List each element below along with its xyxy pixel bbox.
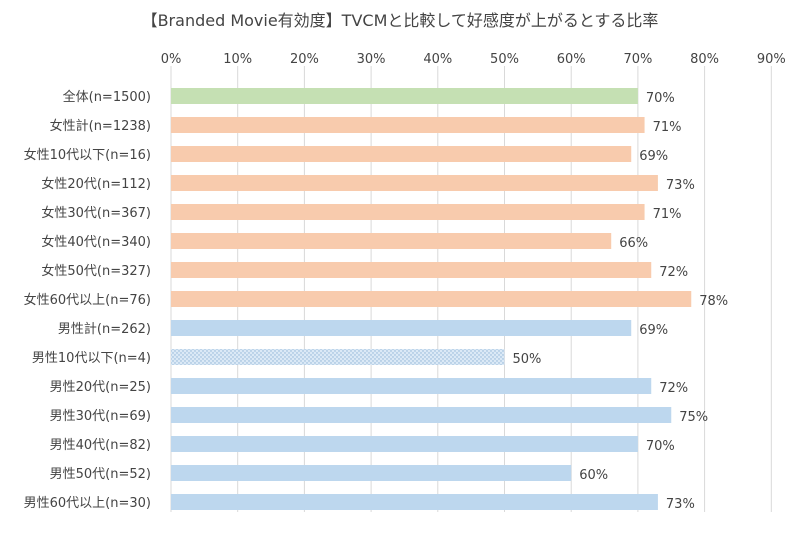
x-tick-label: 70% xyxy=(623,52,652,67)
data-label: 50% xyxy=(513,352,542,367)
data-label: 69% xyxy=(639,323,668,338)
bar xyxy=(171,291,692,307)
x-tick-label: 20% xyxy=(290,52,319,67)
data-label: 69% xyxy=(639,149,668,164)
category-label: 女性40代(n=340) xyxy=(41,234,151,250)
bar xyxy=(171,175,658,191)
category-label: 女性60代以上(n=76) xyxy=(24,292,151,308)
category-labels: 全体(n=1500) 女性計(n=1238) 女性10代以下(n=16) 女性20代(… xyxy=(24,89,151,511)
category-label: 男性20代(n=25) xyxy=(50,380,151,395)
grid-lines xyxy=(170,66,772,512)
bar xyxy=(171,320,632,336)
bar xyxy=(171,262,652,278)
data-label: 66% xyxy=(619,236,648,251)
category-label: 女性20代(n=112) xyxy=(41,176,151,192)
data-label: 71% xyxy=(653,120,682,135)
bar xyxy=(171,204,645,220)
bar xyxy=(171,494,658,510)
data-label: 73% xyxy=(666,497,695,512)
data-label: 60% xyxy=(579,468,608,483)
bars xyxy=(171,88,692,510)
x-axis-ticks: 0% 10% 20% 30% 40% 50% 60% 70% 80% 90% xyxy=(161,52,786,67)
data-label: 72% xyxy=(659,265,688,280)
bar xyxy=(171,436,638,452)
x-tick-label: 80% xyxy=(690,52,719,67)
category-label: 全体(n=1500) xyxy=(63,89,151,105)
bar xyxy=(171,233,612,249)
category-label: 女性50代(n=327) xyxy=(41,263,151,279)
bar xyxy=(171,378,652,394)
category-label: 女性計(n=1238) xyxy=(50,118,151,134)
data-labels: 70% 71% 69% 73% 71% 66% 72% 78% 69% 50% 72% 75% 70% 6… xyxy=(513,91,729,512)
chart-title: 【Branded Movie有効度】TVCMと比較して好感度が上がるとする比率 xyxy=(142,11,659,30)
x-tick-label: 0% xyxy=(161,52,182,67)
category-label: 男性60代以上(n=30) xyxy=(24,496,151,511)
x-tick-label: 60% xyxy=(557,52,586,67)
category-label: 男性計(n=262) xyxy=(58,321,151,337)
bar xyxy=(171,146,632,162)
data-label: 70% xyxy=(646,439,675,454)
category-label: 女性10代以下(n=16) xyxy=(24,147,151,163)
bar xyxy=(171,117,645,133)
x-tick-label: 30% xyxy=(357,52,386,67)
data-label: 70% xyxy=(646,91,675,106)
x-tick-label: 40% xyxy=(423,52,452,67)
category-label: 女性30代(n=367) xyxy=(41,205,151,221)
bar xyxy=(171,88,638,104)
data-label: 75% xyxy=(679,410,708,425)
data-label: 71% xyxy=(653,207,682,222)
data-label: 72% xyxy=(659,381,688,396)
data-label: 78% xyxy=(699,294,728,309)
bar xyxy=(171,349,505,365)
bar xyxy=(171,465,572,481)
x-tick-label: 50% xyxy=(490,52,519,67)
category-label: 男性40代(n=82) xyxy=(50,438,151,453)
bar xyxy=(171,407,672,423)
category-label: 男性10代以下(n=4) xyxy=(32,351,151,366)
category-label: 男性30代(n=69) xyxy=(50,409,151,424)
x-tick-label: 10% xyxy=(223,52,252,67)
data-label: 73% xyxy=(666,178,695,193)
category-label: 男性50代(n=52) xyxy=(50,467,151,482)
x-tick-label: 90% xyxy=(757,52,786,67)
